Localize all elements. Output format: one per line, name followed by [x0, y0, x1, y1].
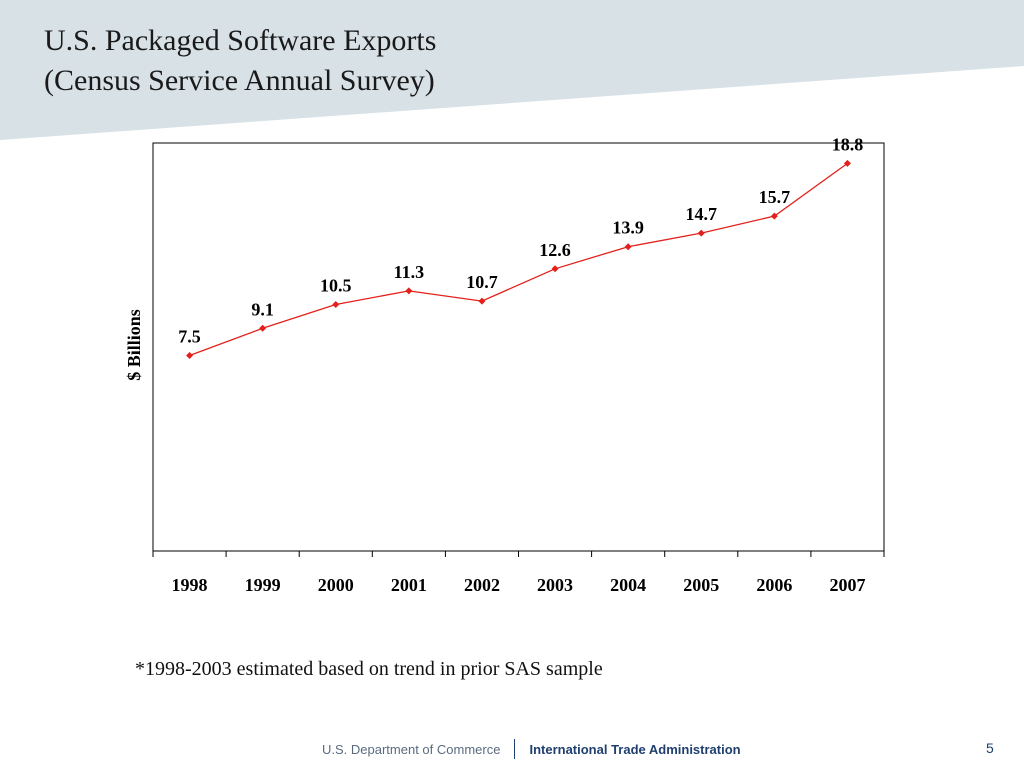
data-point: [478, 297, 486, 305]
series-line: [189, 162, 848, 357]
data-point: [624, 243, 632, 251]
x-tick-label: 2006: [756, 575, 792, 595]
data-label: 7.5: [178, 327, 201, 347]
data-points-group: [186, 159, 851, 359]
data-label: 14.7: [686, 204, 718, 224]
x-tick-label: 1999: [245, 575, 281, 595]
x-tick-label: 2002: [464, 575, 500, 595]
x-tick-label: 2001: [391, 575, 427, 595]
data-point: [843, 159, 851, 167]
slide-subtitle: (Census Service Annual Survey): [44, 64, 435, 97]
page-number: 5: [986, 740, 994, 756]
x-tick-label: 2004: [610, 575, 646, 595]
data-label: 15.7: [759, 187, 791, 207]
data-label: 12.6: [539, 240, 571, 260]
header-band: [0, 0, 1024, 140]
data-label: 10.5: [320, 276, 352, 296]
x-tick-label: 2003: [537, 575, 573, 595]
x-tick-label: 2005: [683, 575, 719, 595]
data-point: [332, 301, 340, 308]
x-tick-labels-group: 1998 1999 2000 2001 2002 2003 2004 2005 2006 2007: [172, 575, 866, 595]
x-tick-label: 2000: [318, 575, 354, 595]
data-label: 9.1: [251, 299, 274, 319]
slide-title: U.S. Packaged Software Exports: [44, 24, 437, 57]
x-tick-label: 1998: [172, 575, 208, 595]
data-label: 13.9: [612, 218, 644, 238]
footer-bar: U.S. Department of Commerce Internationa…: [322, 738, 741, 760]
footer-department: U.S. Department of Commerce: [322, 741, 501, 757]
data-point: [697, 229, 705, 237]
data-point: [405, 287, 413, 295]
data-label: 11.3: [394, 262, 425, 282]
series-line-group: [189, 162, 848, 357]
data-label: 18.8: [832, 134, 864, 154]
y-axis-title: $ Billions: [124, 309, 144, 381]
footer-divider: [514, 739, 516, 759]
footnote: *1998-2003 estimated based on trend in p…: [135, 658, 603, 680]
data-label: 10.7: [466, 272, 498, 292]
data-point: [770, 212, 778, 220]
x-ticks-group: [152, 551, 885, 557]
data-point: [259, 324, 267, 332]
data-point: [186, 352, 194, 359]
data-labels-group: 7.5 9.1 10.5 11.3 10.7 12.6 13.9 14.7 15.7 18.8: [178, 134, 863, 346]
data-point: [551, 265, 559, 273]
x-tick-label: 2007: [829, 575, 865, 595]
footer-agency: International Trade Administration: [529, 741, 741, 757]
header-band-shape: [0, 0, 1024, 140]
